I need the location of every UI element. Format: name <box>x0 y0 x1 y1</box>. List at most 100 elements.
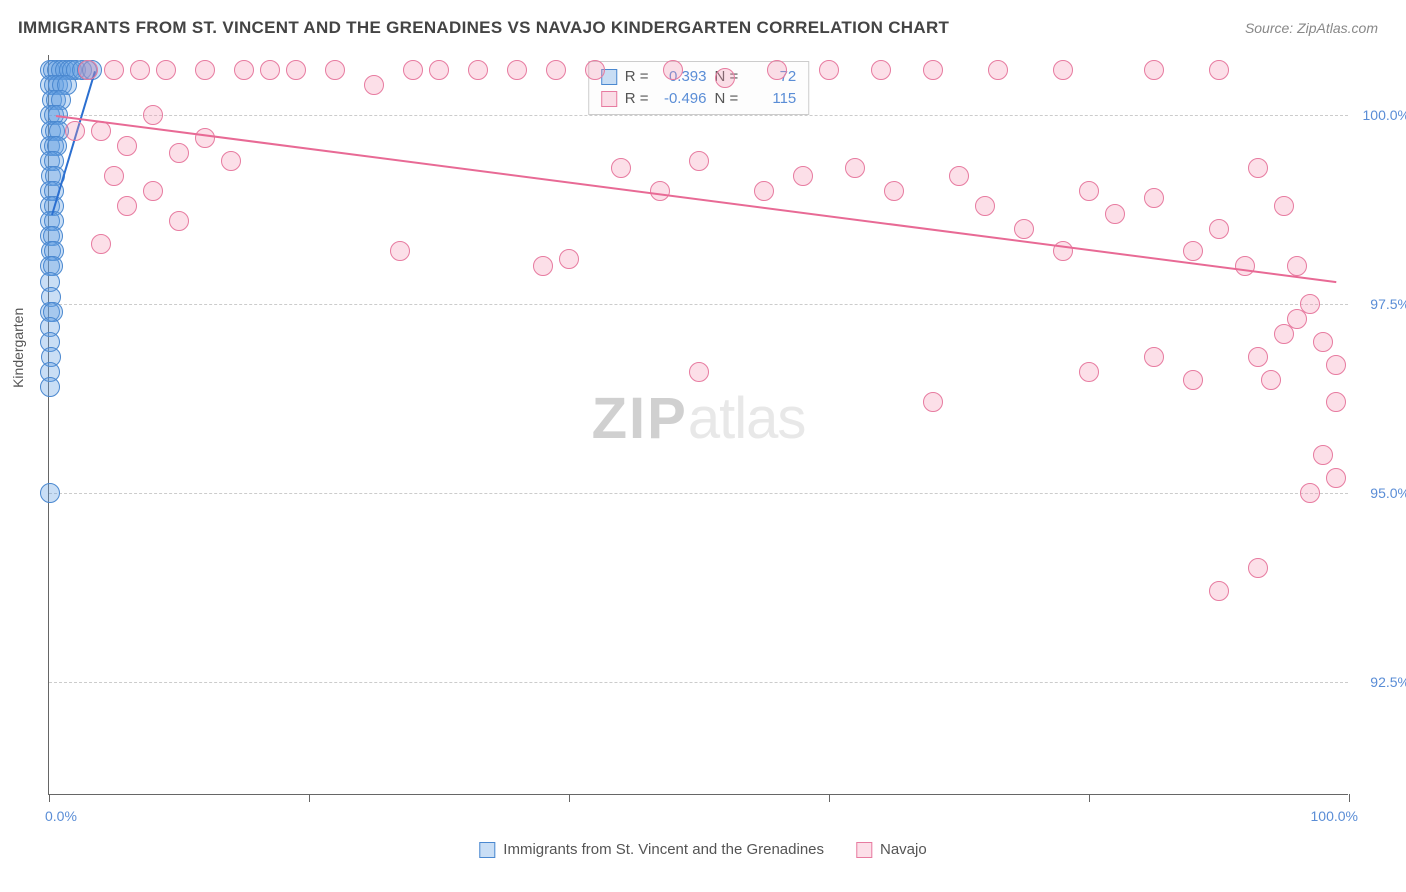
scatter-point-b <box>325 60 345 80</box>
scatter-point-b <box>949 166 969 186</box>
scatter-point-b <box>1183 241 1203 261</box>
scatter-point-b <box>104 60 124 80</box>
scatter-point-b <box>1261 370 1281 390</box>
scatter-point-b <box>689 151 709 171</box>
stat-label-r: R = <box>625 66 649 88</box>
stat-n-b: 115 <box>746 88 796 110</box>
x-axis-min-label: 0.0% <box>45 808 77 824</box>
bottom-legend: Immigrants from St. Vincent and the Gren… <box>479 841 926 858</box>
scatter-point-b <box>975 196 995 216</box>
scatter-point-b <box>403 60 423 80</box>
scatter-point-b <box>1144 347 1164 367</box>
x-tick <box>309 794 310 802</box>
scatter-point-b <box>611 158 631 178</box>
scatter-point-b <box>884 181 904 201</box>
x-tick <box>829 794 830 802</box>
scatter-point-b <box>1079 362 1099 382</box>
scatter-point-b <box>1209 581 1229 601</box>
scatter-point-b <box>65 121 85 141</box>
x-axis-max-label: 100.0% <box>1311 808 1358 824</box>
legend-item-a: Immigrants from St. Vincent and the Gren… <box>479 841 824 858</box>
scatter-point-b <box>364 75 384 95</box>
scatter-point-b <box>715 68 735 88</box>
scatter-point-b <box>923 392 943 412</box>
scatter-point-b <box>286 60 306 80</box>
scatter-point-b <box>1105 204 1125 224</box>
scatter-point-b <box>1313 332 1333 352</box>
scatter-point-b <box>169 211 189 231</box>
scatter-point-a <box>40 377 60 397</box>
legend-stats-row-b: R = -0.496 N = 115 <box>601 88 797 110</box>
scatter-point-b <box>429 60 449 80</box>
scatter-point-b <box>195 128 215 148</box>
scatter-point-b <box>156 60 176 80</box>
scatter-point-b <box>1326 355 1346 375</box>
scatter-point-b <box>923 60 943 80</box>
scatter-point-b <box>1183 370 1203 390</box>
scatter-point-b <box>1287 309 1307 329</box>
scatter-point-b <box>1144 60 1164 80</box>
scatter-point-b <box>221 151 241 171</box>
scatter-point-b <box>793 166 813 186</box>
grid-line <box>49 682 1348 683</box>
scatter-point-b <box>1326 468 1346 488</box>
y-tick-label: 92.5% <box>1370 674 1406 690</box>
scatter-point-b <box>689 362 709 382</box>
legend-item-b: Navajo <box>856 841 927 858</box>
scatter-point-b <box>130 60 150 80</box>
scatter-point-b <box>468 60 488 80</box>
scatter-point-b <box>1248 158 1268 178</box>
scatter-point-b <box>546 60 566 80</box>
scatter-point-b <box>1235 256 1255 276</box>
stat-label-r: R = <box>625 88 649 110</box>
scatter-point-b <box>260 60 280 80</box>
scatter-point-b <box>663 60 683 80</box>
grid-line <box>49 115 1348 116</box>
scatter-point-b <box>104 166 124 186</box>
scatter-point-b <box>117 136 137 156</box>
scatter-point-b <box>1313 445 1333 465</box>
watermark-atlas: atlas <box>688 385 806 450</box>
scatter-point-b <box>91 234 111 254</box>
scatter-point-b <box>117 196 137 216</box>
scatter-point-b <box>871 60 891 80</box>
grid-line <box>49 304 1348 305</box>
swatch-series-b <box>601 91 617 107</box>
watermark-zip: ZIP <box>592 385 688 450</box>
scatter-point-b <box>1144 188 1164 208</box>
scatter-point-b <box>143 181 163 201</box>
scatter-point-b <box>1248 558 1268 578</box>
scatter-point-a <box>40 483 60 503</box>
scatter-point-b <box>559 249 579 269</box>
scatter-point-b <box>754 181 774 201</box>
scatter-point-b <box>390 241 410 261</box>
scatter-point-b <box>585 60 605 80</box>
scatter-point-b <box>819 60 839 80</box>
scatter-point-b <box>1274 196 1294 216</box>
chart-plot-area: ZIPatlas R = 0.393 N = 72 R = -0.496 N =… <box>48 55 1348 795</box>
scatter-point-b <box>169 143 189 163</box>
scatter-point-b <box>845 158 865 178</box>
swatch-series-b <box>856 842 872 858</box>
scatter-point-b <box>1014 219 1034 239</box>
x-tick <box>1349 794 1350 802</box>
grid-line <box>49 493 1348 494</box>
stat-label-n: N = <box>715 88 739 110</box>
legend-label-b: Navajo <box>880 841 927 858</box>
swatch-series-a <box>479 842 495 858</box>
scatter-point-b <box>1053 60 1073 80</box>
scatter-point-b <box>1300 483 1320 503</box>
scatter-point-b <box>1248 347 1268 367</box>
scatter-point-b <box>1079 181 1099 201</box>
watermark: ZIPatlas <box>592 384 806 451</box>
y-tick-label: 97.5% <box>1370 296 1406 312</box>
stat-r-b: -0.496 <box>657 88 707 110</box>
source-attribution: Source: ZipAtlas.com <box>1245 20 1378 36</box>
x-tick <box>49 794 50 802</box>
scatter-point-b <box>234 60 254 80</box>
x-tick <box>1089 794 1090 802</box>
y-tick-label: 95.0% <box>1370 485 1406 501</box>
scatter-point-b <box>195 60 215 80</box>
scatter-point-b <box>767 60 787 80</box>
scatter-point-b <box>1326 392 1346 412</box>
